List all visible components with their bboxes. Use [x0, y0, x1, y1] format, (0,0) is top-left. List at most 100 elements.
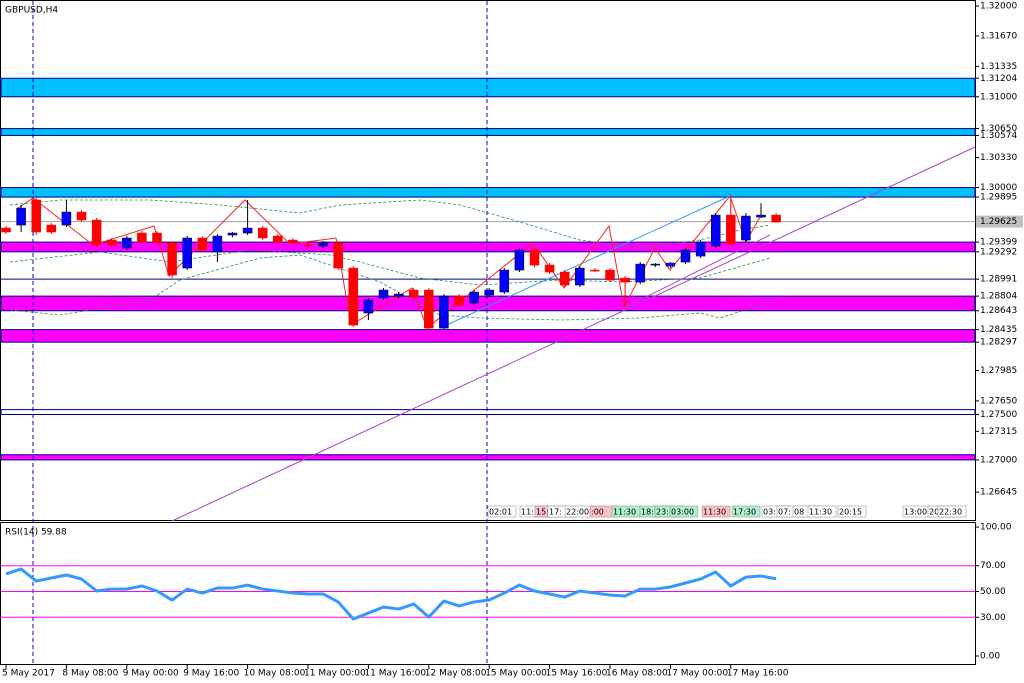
candle-body: [378, 289, 389, 299]
y-tick-label: 1.31670: [980, 31, 1017, 41]
x-tick-label: 5 May 2017: [2, 669, 55, 679]
candle-body: [303, 244, 313, 247]
candle-body: [31, 199, 41, 233]
candle-body: [454, 295, 464, 306]
candle-body: [620, 277, 630, 283]
time-marker: 11:30: [809, 508, 832, 517]
candle-body: [575, 267, 585, 286]
zone: [0, 77, 976, 98]
y-tick-label: 1.30330: [980, 153, 1017, 163]
y-tick-label: 1.27985: [980, 366, 1017, 376]
time-marker: 23:: [656, 508, 669, 517]
y-tick-label: 1.27650: [980, 396, 1017, 406]
y-tick-label: 1.27500: [980, 410, 1017, 420]
zone: [0, 128, 976, 136]
candle-body: [590, 269, 600, 272]
x-tick-label: 15 May 16:00: [546, 669, 608, 679]
time-marker-box: [731, 505, 761, 518]
x-tick-label: 9 May 00:00: [123, 669, 179, 679]
time-marker: 22:30: [939, 508, 962, 517]
candle-body: [76, 211, 87, 221]
y-tick-label: 30.00: [980, 613, 1006, 623]
x-tick-label: 17 May 16:00: [727, 669, 789, 679]
time-marker: 15:: [536, 508, 549, 517]
y-tick-label: 70.00: [980, 561, 1006, 571]
candle-body: [469, 291, 479, 304]
candle-body: [680, 249, 691, 263]
y-tick-label: 100.00: [980, 523, 1012, 533]
candle-body: [182, 237, 192, 269]
candle-body: [499, 269, 510, 293]
y-tick-label: 1.30574: [980, 131, 1017, 141]
y-tick-label: 1.31204: [980, 74, 1017, 84]
x-tick-label: 8 May 08:00: [62, 669, 118, 679]
y-tick-label: 1.28297: [980, 338, 1017, 348]
rsi-line: [5, 567, 777, 621]
time-marker: 13:00: [904, 508, 927, 517]
time-marker: 22:00: [566, 508, 589, 517]
candle-body: [197, 237, 208, 251]
zone: [0, 295, 976, 312]
zone: [0, 187, 976, 198]
time-marker: 11:30: [613, 508, 636, 517]
trend-line: [171, 146, 976, 522]
y-tick-label: 1.28643: [980, 306, 1017, 316]
time-marker: 08: [794, 508, 804, 517]
candle-body: [771, 214, 781, 223]
zone: [0, 241, 976, 253]
time-marker: 17:: [549, 508, 562, 517]
x-tick-label: 9 May 16:00: [183, 669, 239, 679]
candle-body: [61, 211, 72, 226]
candle-body: [650, 263, 661, 266]
candle-body: [333, 242, 343, 269]
candle-body: [529, 249, 540, 266]
candle-body: [756, 214, 766, 218]
zone: [0, 409, 976, 416]
time-marker-box: [701, 505, 731, 518]
time-marker: 07:: [778, 508, 791, 517]
candle-body: [363, 299, 374, 314]
candle-body: [167, 242, 177, 276]
envelope-upper: [9, 199, 771, 249]
time-marker: 03:00: [671, 508, 694, 517]
candle-body: [439, 295, 449, 329]
candle-body: [46, 224, 57, 233]
envelope-lower: [9, 254, 771, 321]
x-tick-label: 12 May 08:00: [425, 669, 487, 679]
candle-body: [273, 235, 283, 243]
candle-body: [16, 207, 26, 226]
candle-body: [122, 237, 132, 249]
candle-body: [544, 264, 555, 273]
time-marker: 17:30: [733, 508, 756, 517]
y-tick-label: 1.30000: [980, 183, 1017, 193]
time-marker: 20: [929, 508, 939, 517]
y-tick-label: 1.32000: [980, 1, 1017, 11]
y-tick-label: 1.26645: [980, 488, 1017, 498]
candle-body: [710, 214, 721, 247]
time-marker-box: [837, 505, 867, 518]
zone: [0, 329, 976, 343]
y-tick-label: 1.28804: [980, 292, 1017, 302]
y-tick-label: 1.29399: [980, 238, 1017, 248]
time-marker: 11:: [521, 508, 534, 517]
y-tick-label: 1.28991: [980, 275, 1017, 285]
candle-body: [288, 239, 298, 243]
candle-body: [137, 232, 147, 243]
y-tick-label: 1.28435: [980, 325, 1017, 335]
zone: [0, 454, 976, 461]
time-marker-box: [487, 505, 517, 518]
x-tick-label: 15 May 00:00: [485, 669, 547, 679]
y-tick-label: 1.30650: [980, 124, 1017, 134]
rsi-pane: [0, 522, 976, 665]
x-tick-label: 11 May 16:00: [364, 669, 426, 679]
candle-body: [106, 239, 117, 246]
candle-body: [318, 242, 328, 247]
y-tick-label: 1.29895: [980, 193, 1017, 203]
candle-body: [212, 235, 223, 253]
x-tick-label: 11 May 00:00: [304, 669, 366, 679]
candle-body: [424, 289, 434, 329]
candle-body: [348, 267, 359, 326]
candle-body: [152, 232, 162, 244]
candle-body: [1, 227, 11, 233]
